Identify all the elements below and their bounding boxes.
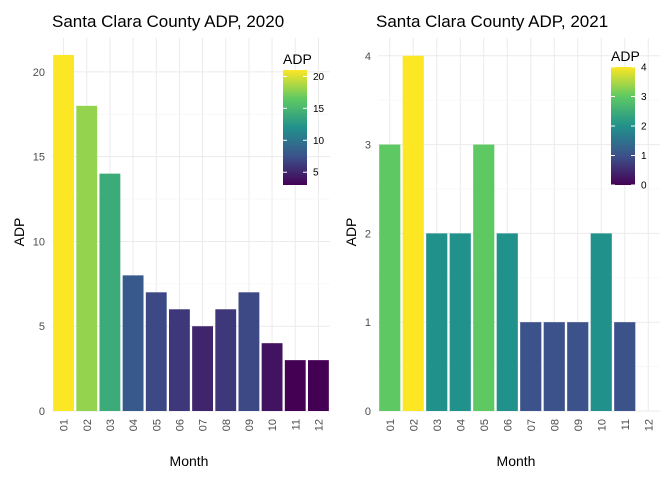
legend-tick-label: 3 xyxy=(641,92,647,103)
bar-03 xyxy=(99,173,121,411)
legend-title: ADP xyxy=(611,48,640,64)
y-axis-label-2020: ADP xyxy=(11,218,27,247)
bar-07 xyxy=(192,326,214,411)
bar-04 xyxy=(122,275,144,411)
y-tick-label: 20 xyxy=(33,67,45,79)
x-axis-label-2020: Month xyxy=(170,453,209,469)
x-tick-label: 08 xyxy=(221,419,233,431)
x-tick-label: 04 xyxy=(128,419,140,431)
bar-04 xyxy=(449,233,471,411)
legend-tick-label: 20 xyxy=(313,72,325,83)
x-tick-label: 12 xyxy=(313,419,325,431)
bar-10 xyxy=(590,233,612,411)
bar-09 xyxy=(567,322,589,411)
y-tick-label: 4 xyxy=(365,51,371,63)
x-tick-label: 12 xyxy=(643,419,655,431)
chart-title-2020: Santa Clara County ADP, 2020 xyxy=(52,12,284,31)
legend-tick-label: 5 xyxy=(313,168,319,179)
x-tick-label: 01 xyxy=(385,419,397,431)
x-tick-label: 05 xyxy=(151,419,163,431)
legend-tick-label: 10 xyxy=(313,136,325,147)
x-tick-label: 06 xyxy=(502,419,514,431)
bar-06 xyxy=(168,309,190,411)
legend-tick-label: 4 xyxy=(641,63,647,74)
legend-title: ADP xyxy=(283,51,312,67)
y-tick-label: 0 xyxy=(39,406,45,418)
bar-11 xyxy=(614,322,636,411)
y-tick-label: 0 xyxy=(365,406,371,418)
bar-03 xyxy=(426,233,448,411)
y-tick-label: 15 xyxy=(33,152,45,164)
x-tick-label: 03 xyxy=(432,419,444,431)
legend-tick-label: 0 xyxy=(641,181,647,192)
y-tick-label: 3 xyxy=(365,140,371,152)
x-tick-label: 04 xyxy=(455,419,467,431)
x-axis-label-2021: Month xyxy=(497,453,536,469)
legend-tick-label: 15 xyxy=(313,104,325,115)
legend-tick-label: 1 xyxy=(641,151,647,162)
legend-colorbar xyxy=(283,70,307,185)
bar-08 xyxy=(543,322,565,411)
x-tick-label: 05 xyxy=(479,419,491,431)
y-tick-label: 10 xyxy=(33,236,45,248)
x-tick-label: 09 xyxy=(244,419,256,431)
bar-06 xyxy=(496,233,518,411)
bar-05 xyxy=(145,292,167,411)
y-axis-label-2021: ADP xyxy=(343,218,359,247)
bar-01 xyxy=(379,144,401,412)
bar-07 xyxy=(520,322,542,411)
bar-09 xyxy=(238,292,260,411)
x-tick-label: 08 xyxy=(549,419,561,431)
x-tick-label: 01 xyxy=(59,419,71,431)
x-tick-label: 09 xyxy=(573,419,585,431)
bar-01 xyxy=(53,54,75,412)
x-tick-label: 06 xyxy=(174,419,186,431)
y-tick-label: 1 xyxy=(365,317,371,329)
x-tick-label: 11 xyxy=(620,419,632,430)
bar-10 xyxy=(261,343,283,411)
bar-02 xyxy=(402,55,424,412)
bar-12 xyxy=(307,360,329,411)
bar-11 xyxy=(284,360,306,411)
bar-02 xyxy=(76,105,98,412)
x-tick-label: 10 xyxy=(267,419,279,431)
bar-05 xyxy=(473,144,495,412)
x-tick-label: 07 xyxy=(198,419,210,431)
legend-tick-label: 2 xyxy=(641,122,647,133)
y-tick-label: 2 xyxy=(365,228,371,240)
x-tick-label: 02 xyxy=(408,419,420,431)
x-tick-label: 10 xyxy=(596,419,608,431)
x-tick-label: 07 xyxy=(526,419,538,431)
x-tick-label: 11 xyxy=(290,419,302,430)
x-tick-label: 02 xyxy=(82,419,94,431)
y-tick-label: 5 xyxy=(39,321,45,333)
chart-title-2021: Santa Clara County ADP, 2021 xyxy=(376,12,608,31)
bar-08 xyxy=(215,309,237,411)
x-tick-label: 03 xyxy=(105,419,117,431)
